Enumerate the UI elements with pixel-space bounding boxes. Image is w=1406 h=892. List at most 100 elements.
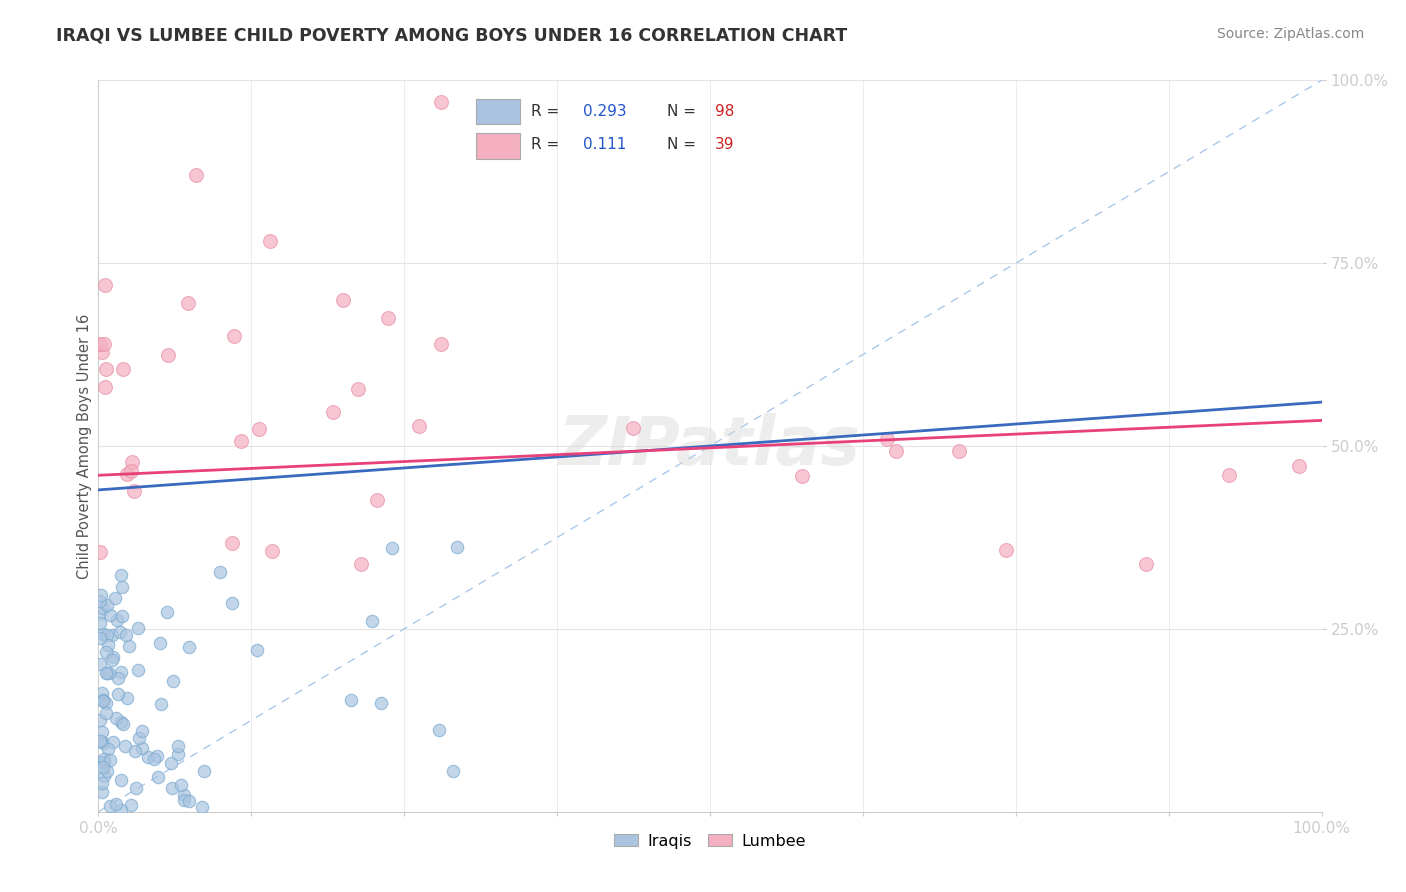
Point <box>136 750 159 764</box>
Point <box>128 731 150 745</box>
Point <box>90 725 112 739</box>
Point <box>260 544 283 558</box>
Point <box>90 345 112 359</box>
Point <box>110 772 132 787</box>
Point <box>142 752 165 766</box>
Point <box>105 614 128 628</box>
Point <box>98 665 121 680</box>
Point <box>259 234 281 248</box>
Point <box>93 337 115 351</box>
Point <box>167 747 190 761</box>
Point <box>347 382 370 396</box>
Point <box>446 540 468 554</box>
Point <box>366 492 388 507</box>
Point <box>177 295 200 310</box>
Point <box>91 693 114 707</box>
Point <box>107 671 129 685</box>
Point <box>110 714 132 729</box>
Point <box>131 741 153 756</box>
Point <box>91 785 114 799</box>
Point <box>110 608 132 623</box>
Point <box>96 665 118 680</box>
Point <box>948 444 970 458</box>
Point <box>120 464 142 478</box>
Point <box>1288 459 1310 474</box>
Point <box>93 769 115 783</box>
Point <box>170 779 193 793</box>
Point <box>90 589 112 603</box>
Point <box>97 638 120 652</box>
Text: ZIPatlas: ZIPatlas <box>560 413 860 479</box>
Point <box>89 713 111 727</box>
Point <box>111 717 134 731</box>
Point <box>90 733 112 747</box>
Point <box>246 643 269 657</box>
Point <box>377 311 399 326</box>
Point <box>322 405 344 419</box>
Point <box>884 444 907 458</box>
Point <box>89 657 111 672</box>
Point <box>173 788 195 802</box>
Point <box>621 421 644 435</box>
Point <box>103 735 125 749</box>
Point <box>94 706 117 720</box>
Point <box>1218 467 1240 482</box>
Point <box>96 764 118 778</box>
Point <box>790 469 813 483</box>
Point <box>191 800 214 814</box>
Point <box>430 336 453 351</box>
Point <box>91 775 114 789</box>
Y-axis label: Child Poverty Among Boys Under 16: Child Poverty Among Boys Under 16 <box>77 313 91 579</box>
Point <box>91 692 114 706</box>
Point <box>430 95 453 110</box>
Point <box>149 636 172 650</box>
Point <box>994 543 1017 558</box>
Point <box>121 455 143 469</box>
Point <box>441 764 464 779</box>
Point <box>89 632 111 646</box>
Point <box>370 696 392 710</box>
Point <box>157 348 180 362</box>
Point <box>221 535 243 549</box>
Point <box>224 328 246 343</box>
Point <box>160 756 183 770</box>
Point <box>105 711 128 725</box>
Point <box>229 434 252 448</box>
Point <box>91 760 114 774</box>
Point <box>177 794 200 808</box>
Point <box>91 686 114 700</box>
Point <box>105 797 128 811</box>
Point <box>93 751 115 765</box>
Point <box>96 362 118 376</box>
Point <box>93 278 115 293</box>
Point <box>156 606 179 620</box>
Point <box>127 663 149 677</box>
Point <box>115 690 138 705</box>
Point <box>146 770 169 784</box>
Point <box>115 467 138 482</box>
Point <box>98 799 121 814</box>
Point <box>96 598 118 612</box>
Point <box>177 640 200 654</box>
Point <box>91 736 114 750</box>
Point <box>104 591 127 606</box>
Point <box>131 724 153 739</box>
Legend: Iraqis, Lumbee: Iraqis, Lumbee <box>607 827 813 855</box>
Text: Source: ZipAtlas.com: Source: ZipAtlas.com <box>1216 27 1364 41</box>
Point <box>193 764 215 778</box>
Point <box>221 595 243 609</box>
Point <box>98 608 121 623</box>
Point <box>89 336 111 351</box>
Point <box>93 627 115 641</box>
Point <box>110 803 132 817</box>
Text: IRAQI VS LUMBEE CHILD POVERTY AMONG BOYS UNDER 16 CORRELATION CHART: IRAQI VS LUMBEE CHILD POVERTY AMONG BOYS… <box>56 27 848 45</box>
Point <box>1135 558 1157 572</box>
Point <box>332 293 354 307</box>
Point <box>101 653 124 667</box>
Point <box>89 593 111 607</box>
Point <box>350 557 373 571</box>
Point <box>89 545 111 559</box>
Point <box>114 739 136 753</box>
Point <box>93 380 115 394</box>
Point <box>89 734 111 748</box>
